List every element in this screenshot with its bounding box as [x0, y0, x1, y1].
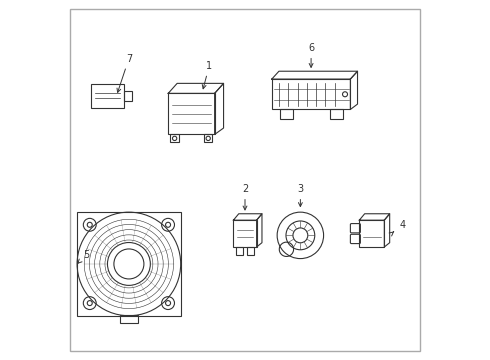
Text: 1: 1 — [202, 61, 212, 89]
Text: 5: 5 — [78, 250, 89, 263]
Text: 4: 4 — [389, 220, 405, 236]
Text: 7: 7 — [117, 54, 132, 93]
Text: 3: 3 — [297, 184, 303, 207]
Text: 6: 6 — [308, 43, 314, 67]
Text: 2: 2 — [242, 184, 248, 210]
